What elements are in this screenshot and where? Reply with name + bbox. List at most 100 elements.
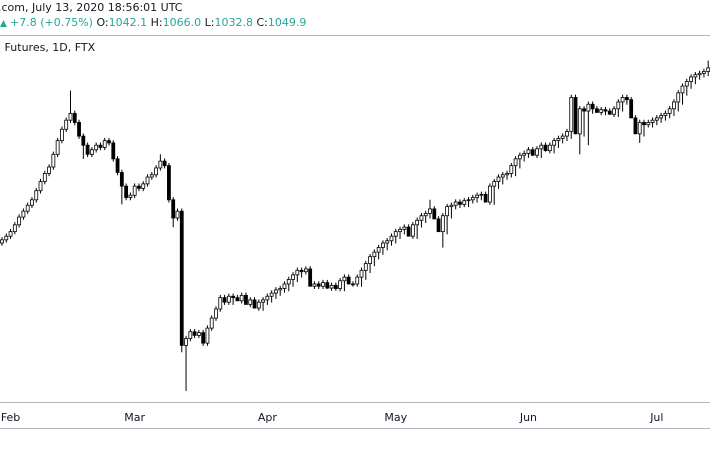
candle-body <box>509 165 514 174</box>
candle-body <box>363 263 368 271</box>
candle-body <box>381 242 385 248</box>
candle-body <box>633 117 638 135</box>
candle-body <box>590 103 595 110</box>
candle-body <box>376 247 381 253</box>
candle-body <box>282 283 287 289</box>
candle-body <box>342 276 347 282</box>
candle-body <box>119 172 124 187</box>
candle-body <box>535 148 539 156</box>
candle-body <box>654 117 659 121</box>
candle-body <box>42 173 47 183</box>
candle-body <box>637 122 642 135</box>
candle-body <box>646 122 651 126</box>
ohlc-label: O: <box>96 16 108 29</box>
candle-body <box>505 173 509 176</box>
candle-body <box>470 197 475 201</box>
candle-body <box>603 109 608 112</box>
candle-body <box>171 199 176 219</box>
candle-body <box>346 276 351 285</box>
candle-body <box>25 204 30 212</box>
candle-body <box>359 269 364 278</box>
candle-body <box>500 174 505 178</box>
candle-body <box>599 109 604 113</box>
candle-body <box>244 294 248 305</box>
candle-body <box>475 194 479 198</box>
candle-body <box>616 101 621 110</box>
ohlc-value: 1049.9 <box>268 16 307 29</box>
candle-body <box>445 206 450 217</box>
candle-body <box>607 110 612 115</box>
candle-body <box>547 144 552 152</box>
up-arrow-icon <box>0 20 7 27</box>
candle-body <box>517 154 522 160</box>
candle-body <box>432 208 437 220</box>
candle-body <box>132 185 137 196</box>
candle-body <box>256 301 261 309</box>
candle-body <box>107 140 111 144</box>
candle-body <box>436 218 441 233</box>
candle-body <box>68 112 73 121</box>
candle-body <box>239 294 244 302</box>
candle-body <box>642 122 646 126</box>
candle-body <box>693 74 698 78</box>
ohlc-value: 1042.1 <box>109 16 148 29</box>
candle-body <box>291 274 295 280</box>
candle-body <box>419 215 424 221</box>
candle-body <box>17 216 22 226</box>
candle-body <box>154 167 158 176</box>
candle-body <box>488 185 492 203</box>
candle-body <box>492 181 497 187</box>
x-tick-label: Jun <box>519 411 537 424</box>
candle-body <box>351 283 355 286</box>
candle-body <box>21 210 26 218</box>
candle-body <box>124 185 129 198</box>
candle-body <box>684 81 689 87</box>
candle-body <box>12 224 17 233</box>
candle-body <box>286 279 291 285</box>
candle-body <box>175 210 180 219</box>
candle-body <box>462 200 467 205</box>
candle-body <box>308 268 313 287</box>
candle-body <box>458 201 462 205</box>
candle-body <box>368 256 372 264</box>
candle-body <box>702 71 706 74</box>
candle-body <box>415 219 420 226</box>
candle-body <box>162 160 167 167</box>
candle-body <box>680 85 685 94</box>
candle-body <box>672 101 676 110</box>
candle-body <box>145 176 150 185</box>
change: +7.8 (+0.75%) <box>10 16 93 29</box>
candle-body <box>188 331 193 339</box>
candle-body <box>278 288 283 291</box>
candle-body <box>526 149 531 154</box>
candle-body <box>192 331 197 336</box>
candle-body <box>38 181 43 192</box>
header-quote: +7.8 (+0.75%) O:1042.1 H:1066.0 L:1032.8… <box>10 16 306 29</box>
candle-body <box>556 137 561 142</box>
candle-body <box>569 97 574 132</box>
candle-body <box>560 135 565 139</box>
candle-body <box>196 332 201 336</box>
candle-body <box>552 140 557 146</box>
x-tick-label: Feb <box>1 411 20 424</box>
candle-body <box>209 317 214 329</box>
candle-body <box>4 235 9 241</box>
x-tick-label: Mar <box>124 411 145 424</box>
candle-body <box>77 122 81 137</box>
candle-body <box>325 282 330 289</box>
candle-body <box>34 190 39 201</box>
candle-body <box>402 226 407 230</box>
candle-body <box>316 283 321 287</box>
candle-body <box>573 97 578 135</box>
candle-body <box>453 201 458 206</box>
candle-body <box>51 153 56 168</box>
candle-body <box>385 240 390 244</box>
candle-body <box>689 76 693 82</box>
candle-body <box>333 284 338 289</box>
candle-body <box>612 108 616 115</box>
candle-body <box>539 144 544 150</box>
candle-body <box>624 97 629 101</box>
candle-body <box>226 295 231 303</box>
candle-body <box>47 166 51 174</box>
